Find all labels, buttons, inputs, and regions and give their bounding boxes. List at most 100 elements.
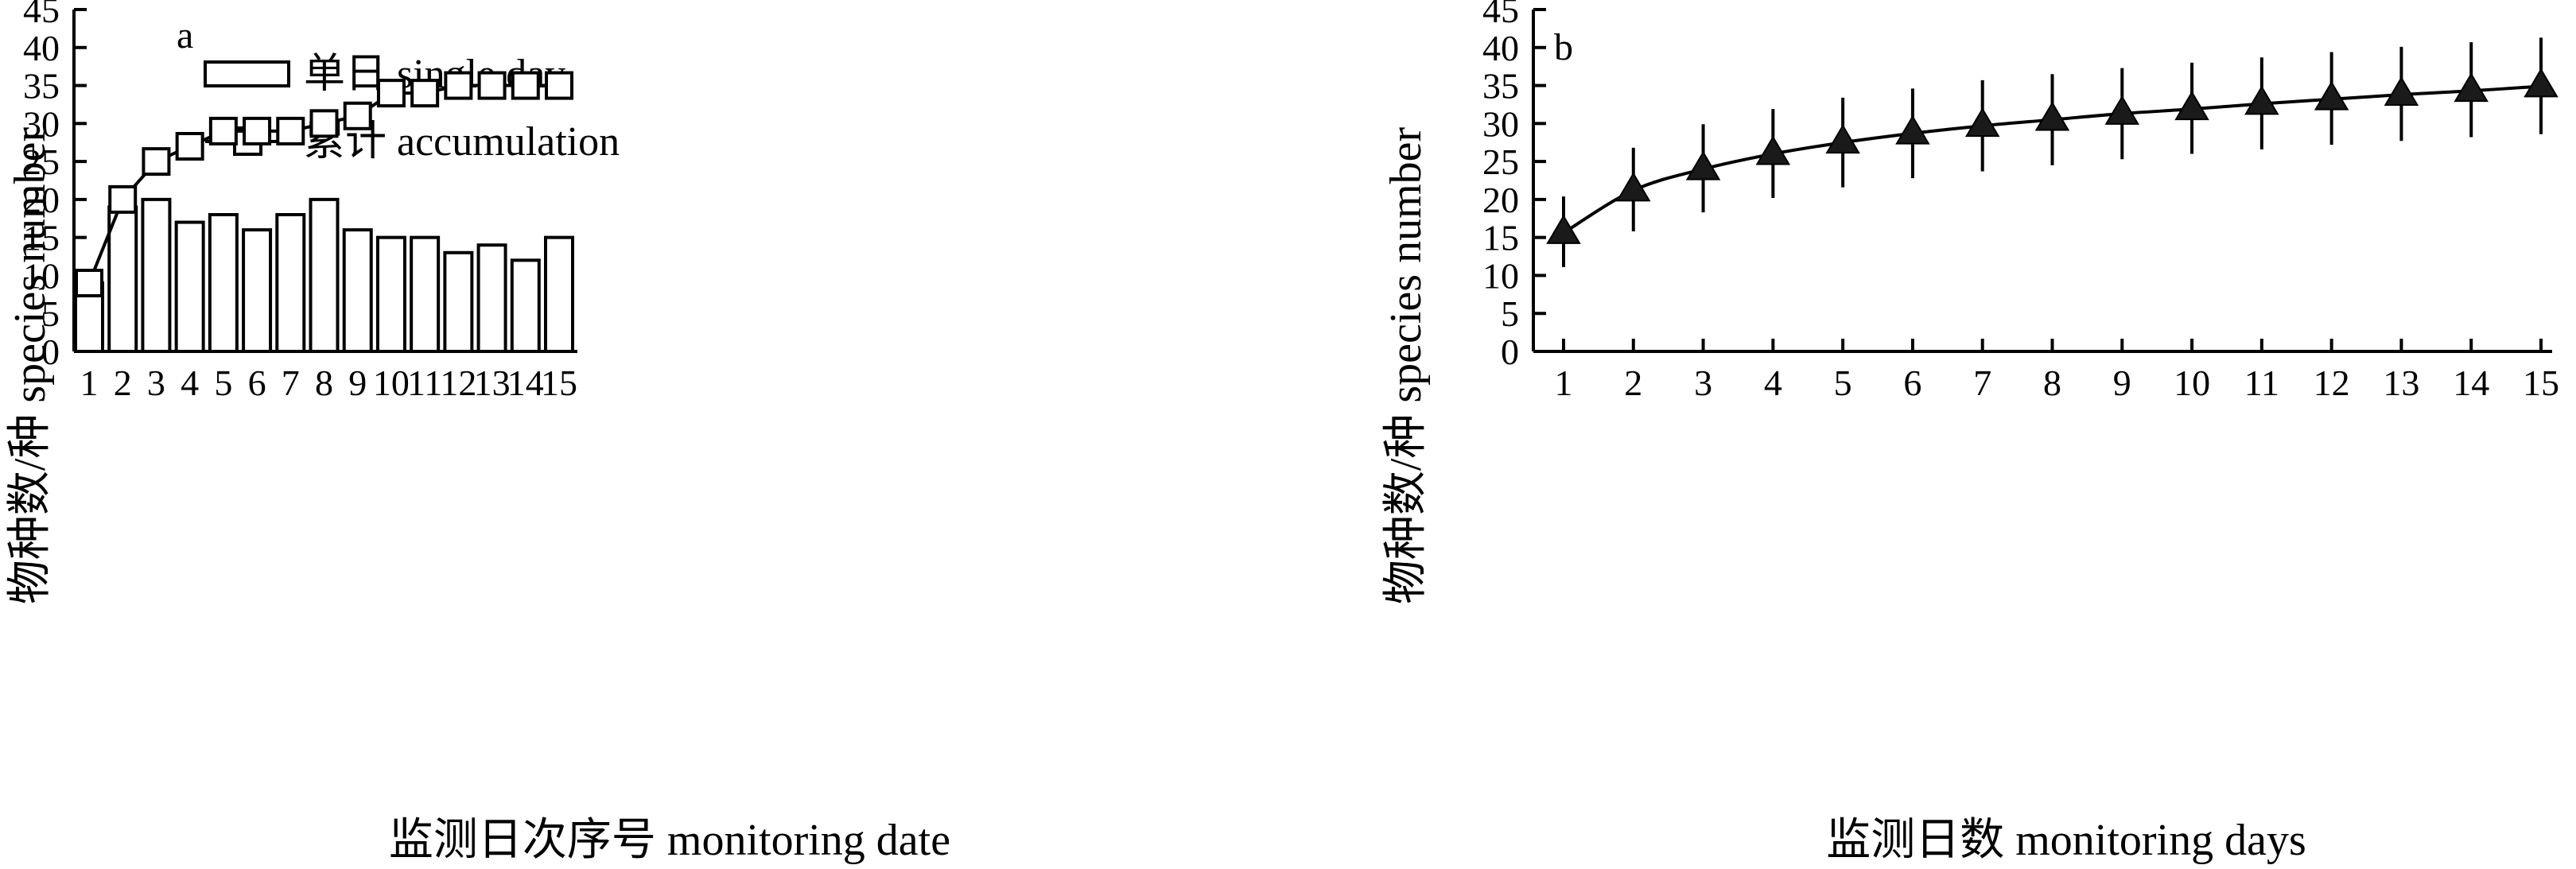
panel-b-x-tick-label: 12 (2314, 363, 2350, 403)
panel-a-x-tick-label: 6 (248, 363, 266, 403)
panel-b-x-tick-label: 14 (2453, 363, 2489, 403)
panel-a-x-tick-label: 3 (147, 363, 165, 403)
panel-a-y-tick-label: 0 (41, 332, 60, 372)
panel-b-y-title: 物种数/种 species number (1381, 126, 1431, 604)
panel-b-y-tick-label: 20 (1482, 180, 1519, 220)
mean-marker-triangle (2034, 101, 2070, 131)
mean-marker-triangle (2104, 95, 2140, 125)
panel-b-x-tick-label: 6 (1903, 363, 1921, 403)
panel-a-x-tick-label: 10 (373, 363, 410, 403)
panel-a-x-tick-label: 4 (181, 363, 199, 403)
accumulation-marker (376, 79, 406, 108)
mean-marker-triangle (1616, 172, 1651, 202)
panel-b: b 监测日数 monitoring days 物种数/种 species num… (1381, 0, 2559, 865)
panel-b-y-tick-label: 15 (1482, 218, 1519, 258)
panel-a-x-tick-label: 1 (80, 363, 99, 403)
single-day-bar (342, 228, 373, 353)
panel-b-y-tick-label: 35 (1482, 66, 1519, 107)
panel-b-y-tick-label: 0 (1501, 332, 1519, 372)
accumulation-marker (309, 109, 339, 138)
panel-b-x-tick-label: 3 (1694, 363, 1712, 403)
legend-swatch-single-day (204, 60, 290, 87)
panel-a-y-tick-label: 45 (23, 0, 60, 30)
panel-a-y-tick-label: 40 (23, 28, 60, 68)
mean-marker-triangle (1755, 135, 1791, 165)
accumulation-marker (410, 79, 440, 108)
panel-a-y-tick-label: 5 (41, 293, 60, 334)
single-day-bar (275, 213, 306, 353)
panel-b-x-tick-label: 11 (2244, 363, 2279, 403)
mean-marker-triangle (2174, 91, 2209, 121)
single-day-bar (309, 197, 340, 353)
panel-b-letter: b (1554, 26, 1573, 68)
panel-b-x-tick-label: 8 (2043, 363, 2061, 403)
single-day-bar (141, 197, 172, 353)
panel-b-x-tick-label: 9 (2113, 363, 2131, 403)
accumulation-marker (343, 101, 372, 130)
single-day-bar (443, 250, 474, 353)
panel-a-y-tick-label: 30 (23, 103, 60, 144)
mean-marker-triangle (1825, 124, 1860, 154)
panel-b-y-tick-label: 10 (1482, 255, 1519, 296)
single-day-bar (476, 243, 507, 353)
mean-marker-triangle (2314, 80, 2349, 111)
panel-b-y-tick-label: 45 (1482, 0, 1519, 30)
accumulation-marker (477, 71, 507, 100)
panel-b-x-tick-label: 10 (2174, 363, 2210, 403)
mean-marker-triangle (2384, 76, 2419, 106)
mean-marker-triangle (1895, 114, 1930, 145)
panel-b-y-tick-label: 40 (1482, 28, 1519, 68)
panel-b-x-tick-label: 7 (1973, 363, 1991, 403)
panel-a-legend: 单日 single day 累计 accumulation (204, 52, 620, 165)
panel-b-x-tick-label: 5 (1834, 363, 1852, 403)
panel-a: a 监测日次序号 monitoring date 物种数/种 species n… (6, 0, 950, 865)
panel-b-x-tick-label: 4 (1764, 363, 1782, 403)
panel-b-x-tick-label: 1 (1555, 363, 1573, 403)
panel-a-x-tick-label: 15 (541, 363, 577, 403)
single-day-bar (174, 220, 205, 353)
panel-a-letter: a (177, 14, 193, 56)
accumulation-marker (276, 116, 305, 145)
accumulation-marker (444, 71, 473, 100)
panel-b-x-title: 监测日数 monitoring days (1826, 816, 2306, 865)
accumulation-marker (108, 184, 138, 214)
mean-marker-triangle (2244, 85, 2279, 115)
panel-a-x-tick-label: 8 (315, 363, 333, 403)
panel-a-x-tick-label: 14 (507, 363, 544, 403)
mean-marker-triangle (1685, 150, 1721, 180)
panel-b-x-tick-label: 15 (2523, 363, 2559, 403)
panel-b-y-tick-label: 25 (1482, 142, 1519, 182)
single-day-bar (208, 213, 239, 353)
panel-a-x-tick-label: 11 (407, 363, 442, 403)
single-day-bar (410, 235, 441, 353)
mean-marker-triangle (2454, 72, 2489, 103)
single-day-bar (242, 228, 273, 353)
panel-a-y-tick-label: 25 (23, 142, 60, 182)
single-day-bar (375, 235, 406, 353)
panel-b-y-tick-label: 5 (1501, 293, 1519, 334)
panel-a-y-tick-label: 15 (23, 218, 60, 258)
panel-a-x-tick-label: 12 (440, 363, 476, 403)
accumulation-marker (511, 71, 540, 100)
panel-a-y-tick-label: 35 (23, 66, 60, 107)
panel-b-x-tick-label: 2 (1624, 363, 1642, 403)
panel-a-y-tick-label: 20 (23, 180, 60, 220)
accumulation-marker (545, 71, 573, 100)
panel-a-x-tick-label: 13 (474, 363, 511, 403)
accumulation-marker (175, 132, 204, 161)
mean-marker-triangle (1964, 107, 2000, 138)
accumulation-marker (208, 116, 238, 145)
panel-a-y-tick-label: 10 (23, 255, 60, 296)
panel-a-x-title: 监测日次序号 monitoring date (389, 816, 950, 865)
panel-a-x-tick-label: 7 (282, 363, 300, 403)
panel-a-y-title: 物种数/种 species number (6, 126, 55, 604)
panel-a-x-tick-label: 5 (214, 363, 232, 403)
panel-a-x-tick-label: 9 (348, 363, 367, 403)
panel-b-x-tick-label: 13 (2383, 363, 2419, 403)
single-day-bar (510, 258, 541, 354)
accumulation-marker (243, 116, 272, 145)
single-day-bar (107, 205, 138, 354)
accumulation-marker (75, 269, 103, 297)
panel-a-x-tick-label: 2 (114, 363, 132, 403)
